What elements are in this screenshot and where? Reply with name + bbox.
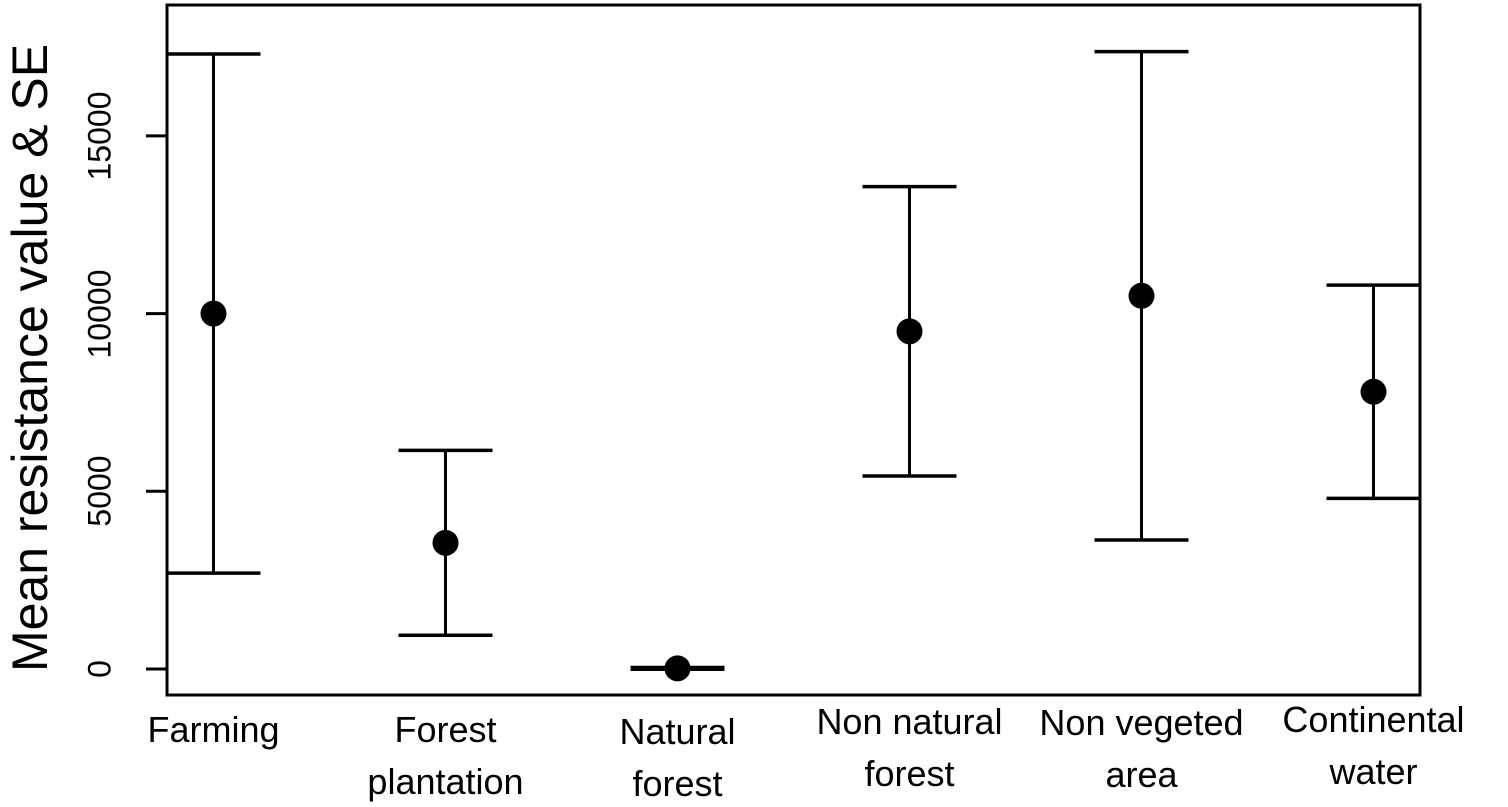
y-tick-label: 5000 — [81, 455, 118, 527]
x-axis-label: Non natural forest — [816, 696, 1002, 800]
plot-box — [165, 3, 1422, 697]
x-axis-label-line: water — [1329, 751, 1418, 792]
y-tick-label: 15000 — [81, 91, 118, 181]
mean-point — [1360, 378, 1387, 405]
x-axis-label-line: Non natural — [816, 701, 1003, 742]
x-axis-label-line: Non vegeted — [1039, 702, 1244, 743]
y-tick-label: 10000 — [81, 269, 118, 359]
mean-point — [432, 529, 459, 556]
mean-point — [664, 655, 691, 682]
x-axis-label-line: Continental — [1282, 699, 1465, 740]
x-axis-label-line: Natural — [619, 711, 736, 752]
x-axis-label-line: forest — [632, 763, 723, 804]
x-axis-label: Non vegeted area — [1039, 697, 1243, 801]
x-axis-label: Natural forest — [619, 706, 735, 807]
mean-point — [896, 318, 923, 345]
x-axis-label: Farming — [147, 704, 279, 756]
x-axis-label: Forest plantation — [367, 704, 523, 807]
x-axis-label-line: plantation — [367, 761, 524, 802]
x-axis-label-line: area — [1105, 754, 1178, 795]
y-tick-label: 0 — [81, 660, 118, 678]
mean-point — [200, 300, 227, 327]
mean-point — [1128, 282, 1155, 309]
x-axis-label-line: Farming — [147, 709, 280, 750]
x-axis-label-line: Forest — [394, 709, 497, 750]
x-axis-label-line: forest — [864, 753, 955, 794]
x-axis-label: Continental water — [1282, 694, 1464, 798]
y-axis-title: Mean resistance value & SE — [2, 43, 58, 673]
